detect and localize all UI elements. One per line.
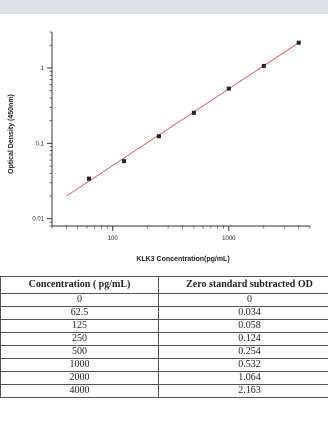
cell-concentration: 500 [0, 345, 159, 359]
cell-od: 2.163 [158, 384, 328, 398]
x-axis-label: KLK3 Concentration(pg/mL) [136, 256, 229, 263]
x-tick-label: 100 [108, 236, 119, 242]
table-row: 2000 1.064 [0, 371, 328, 385]
points-layer [87, 40, 301, 181]
data-point [87, 176, 92, 181]
fit-line [66, 42, 300, 197]
data-point [156, 134, 161, 139]
cell-od: 0.034 [158, 306, 328, 320]
y-tick-label: 0.1 [36, 141, 45, 147]
header-concentration: Concentration ( pg/mL) [0, 276, 159, 294]
cell-concentration: 4000 [0, 384, 159, 398]
data-point [226, 86, 231, 91]
cell-od: 1.064 [158, 371, 328, 385]
axes: 0.01 0.1 1 100 1000 [32, 31, 311, 242]
cell-od: 0.058 [158, 319, 328, 333]
y-tick-label: 1 [41, 66, 45, 72]
cell-od: 0.124 [158, 332, 328, 346]
cell-concentration: 1000 [0, 358, 159, 372]
cell-concentration: 0 [0, 293, 159, 307]
table-row: 62.5 0.034 [0, 306, 328, 320]
y-tick-label: 0.01 [32, 217, 44, 223]
table-row: 250 0.124 [0, 332, 328, 346]
table-header-row: Concentration ( pg/mL) Zero standard sub… [0, 276, 328, 294]
table-row: 4000 2.163 [0, 384, 328, 398]
header-od: Zero standard subtracted OD [158, 276, 328, 294]
table-row: 500 0.254 [0, 345, 328, 359]
chart: Optical Density (450nm) KLK3 Concentrati… [8, 31, 311, 263]
data-point [191, 110, 196, 115]
x-tick-label: 1000 [222, 236, 236, 242]
y-axis-label: Optical Density (450nm) [8, 94, 15, 174]
data-table: Concentration ( pg/mL) Zero standard sub… [0, 276, 328, 398]
data-point [296, 40, 301, 45]
cell-concentration: 2000 [0, 371, 159, 385]
data-point [121, 159, 126, 164]
cell-od: 0 [158, 293, 328, 307]
table-row: 1000 0.532 [0, 358, 328, 372]
cell-concentration: 62.5 [0, 306, 159, 320]
data-point [261, 63, 266, 68]
cell-concentration: 250 [0, 332, 159, 346]
table-row: 125 0.058 [0, 319, 328, 333]
fit-line-layer [66, 42, 300, 197]
cell-od: 0.532 [158, 358, 328, 372]
cell-concentration: 125 [0, 319, 159, 333]
cell-od: 0.254 [158, 345, 328, 359]
top-band [0, 0, 328, 14]
